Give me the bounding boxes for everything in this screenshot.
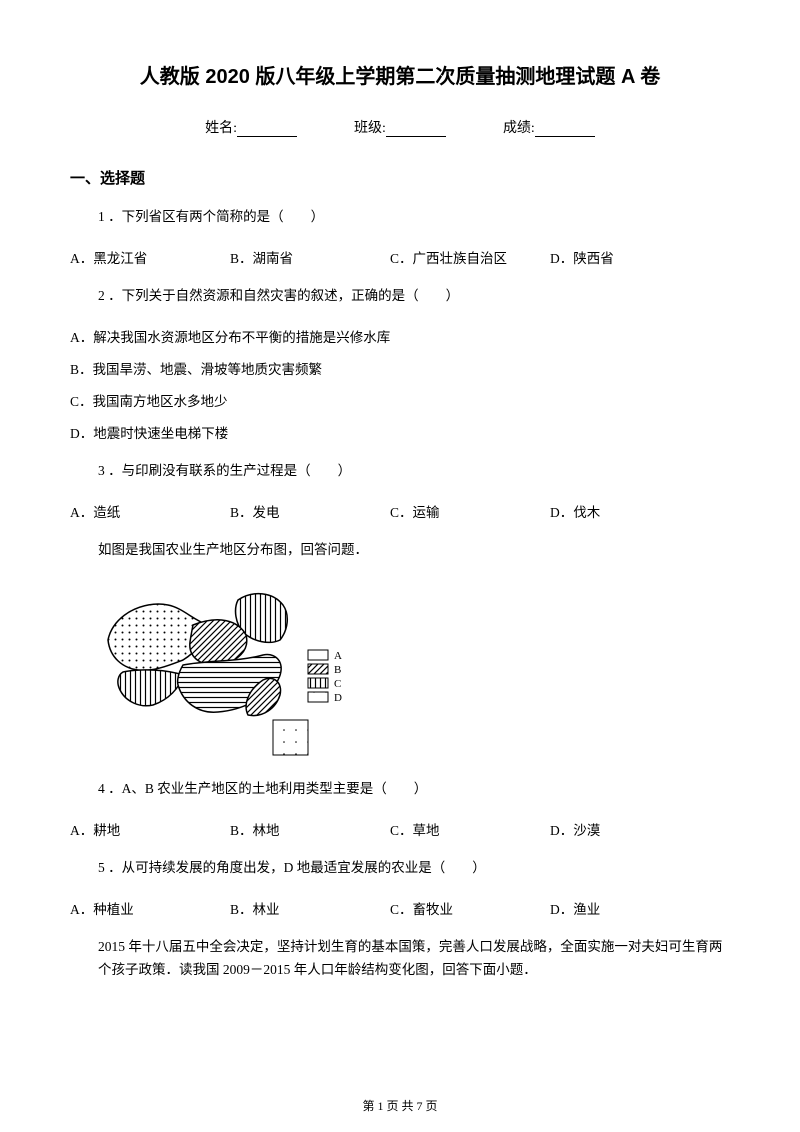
q3-option-c: C．运输: [390, 501, 550, 521]
page-footer: 第 1 页 共 7 页: [0, 1097, 800, 1114]
legend-d: D: [334, 692, 342, 704]
question-2-options: A．解决我国水资源地区分布不平衡的措施是兴修水库 B．我国旱涝、地震、滑坡等地质…: [70, 326, 730, 442]
q5-option-a: A．种植业: [70, 898, 230, 918]
question-4-options: A．耕地 B．林地 C．草地 D．沙漠: [70, 819, 730, 839]
question-5: 5 ．从可持续发展的角度出发，D 地最适宜发展的农业是（ ）: [70, 857, 730, 880]
question-4: 4 ．A、B 农业生产地区的土地利用类型主要是（ ）: [70, 778, 730, 801]
q2-option-a: A．解决我国水资源地区分布不平衡的措施是兴修水库: [70, 326, 730, 346]
q2-option-c: C．我国南方地区水多地少: [70, 390, 730, 410]
question-3: 3 ．与印刷没有联系的生产过程是（ ）: [70, 460, 730, 483]
passage-text: 2015 年十八届五中全会决定，坚持计划生育的基本国策，完善人口发展战略，全面实…: [70, 936, 730, 982]
score-label: 成绩:: [503, 121, 535, 136]
student-info-line: 姓名: 班级: 成绩:: [70, 117, 730, 137]
q5-option-c: C．畜牧业: [390, 898, 550, 918]
q4-option-c: C．草地: [390, 819, 550, 839]
question-5-options: A．种植业 B．林业 C．畜牧业 D．渔业: [70, 898, 730, 918]
q1-option-a: A．黑龙江省: [70, 247, 230, 267]
exam-title: 人教版 2020 版八年级上学期第二次质量抽测地理试题 A 卷: [70, 60, 730, 89]
q4-option-d: D．沙漠: [550, 819, 710, 839]
q5-option-b: B．林业: [230, 898, 390, 918]
q2-option-b: B．我国旱涝、地震、滑坡等地质灾害频繁: [70, 358, 730, 378]
q2-option-d: D．地震时快速坐电梯下楼: [70, 422, 730, 442]
q5-option-d: D．渔业: [550, 898, 710, 918]
question-3-options: A．造纸 B．发电 C．运输 D．伐木: [70, 501, 730, 521]
q4-option-b: B．林地: [230, 819, 390, 839]
question-1: 1 ．下列省区有两个简称的是（ ）: [70, 206, 730, 229]
class-label: 班级:: [354, 121, 386, 136]
q1-option-d: D．陕西省: [550, 247, 710, 267]
class-blank[interactable]: [386, 123, 446, 137]
score-blank[interactable]: [535, 123, 595, 137]
china-map-figure: A B C D: [98, 580, 730, 760]
legend-b: B: [334, 664, 341, 676]
q1-option-b: B．湖南省: [230, 247, 390, 267]
q3-option-d: D．伐木: [550, 501, 710, 521]
q3-option-a: A．造纸: [70, 501, 230, 521]
question-2: 2 ．下列关于自然资源和自然灾害的叙述，正确的是（ ）: [70, 285, 730, 308]
name-label: 姓名:: [205, 121, 237, 136]
section-choice-title: 一、选择题: [70, 167, 730, 188]
q3-option-b: B．发电: [230, 501, 390, 521]
question-1-options: A．黑龙江省 B．湖南省 C．广西壮族自治区 D．陕西省: [70, 247, 730, 267]
legend-a: A: [334, 650, 342, 662]
map-intro: 如图是我国农业生产地区分布图，回答问题．: [70, 539, 730, 562]
name-blank[interactable]: [237, 123, 297, 137]
q4-option-a: A．耕地: [70, 819, 230, 839]
legend-c: C: [334, 678, 341, 690]
q1-option-c: C．广西壮族自治区: [390, 247, 550, 267]
